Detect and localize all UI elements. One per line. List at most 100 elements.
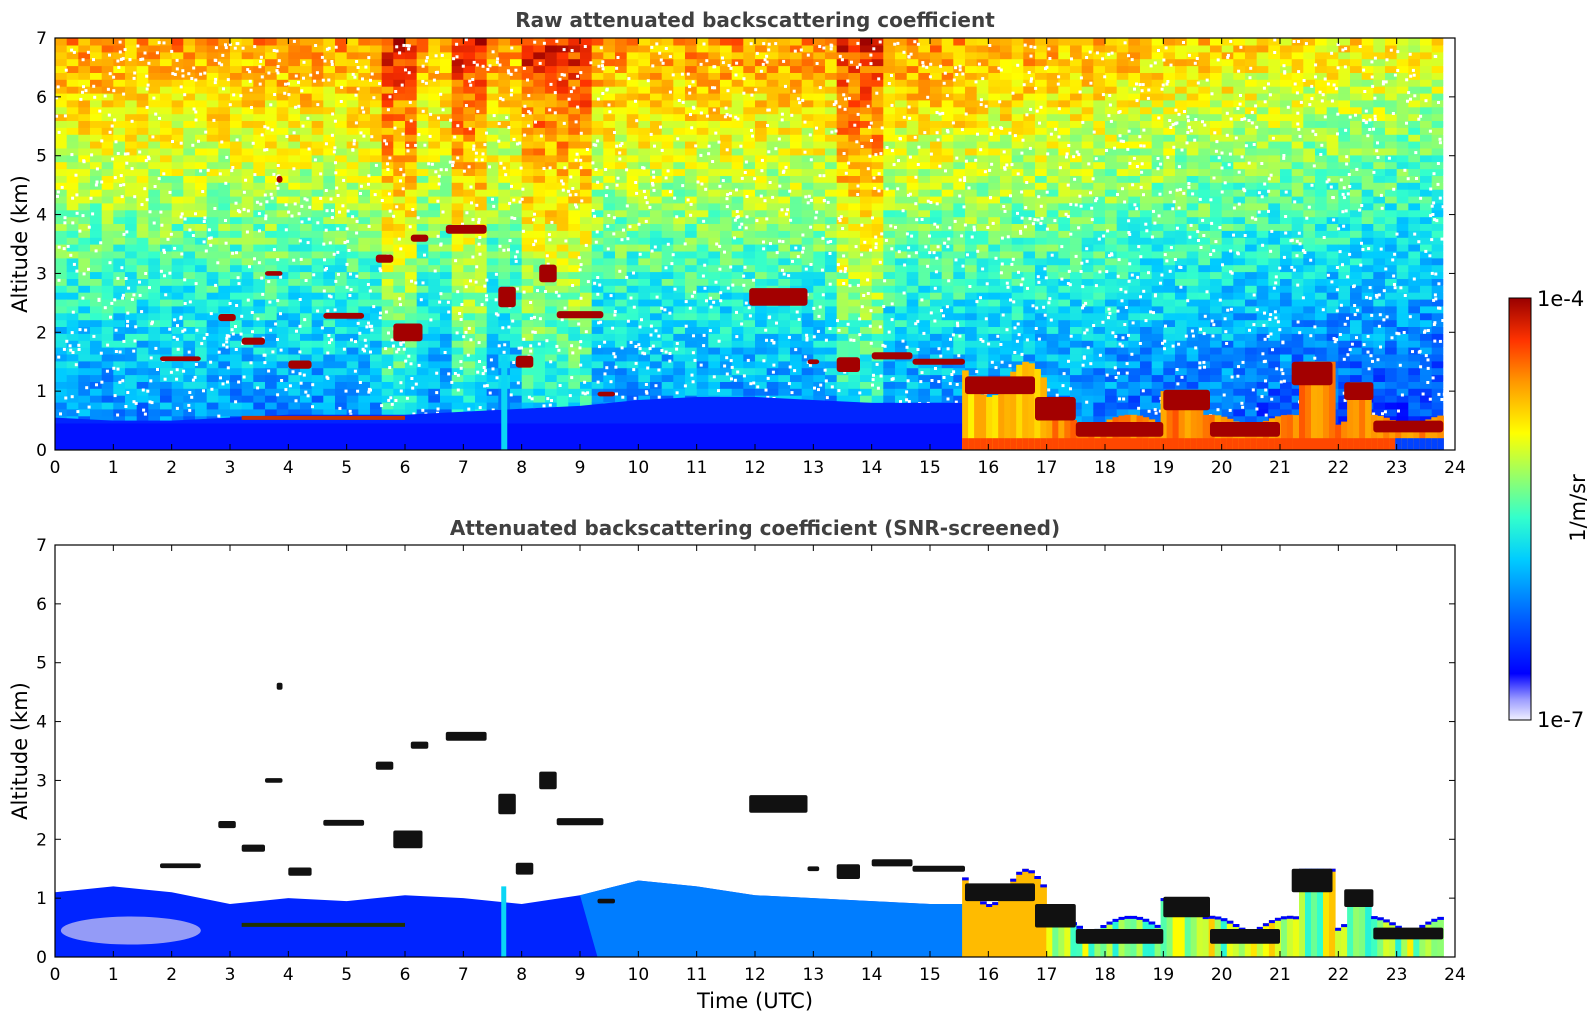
- heatmap-cell: [533, 44, 546, 53]
- heatmap-cell: [358, 154, 371, 163]
- heatmap-cell: [836, 374, 849, 382]
- heatmap-cell: [206, 106, 219, 115]
- heatmap-cell: [381, 367, 394, 376]
- heatmap-cell: [1000, 333, 1013, 341]
- heatmap-cell: [626, 58, 639, 67]
- heatmap-cell: [615, 340, 628, 348]
- heatmap-cell: [778, 367, 791, 376]
- heatmap-cell: [731, 278, 744, 286]
- heatmap-cell: [288, 106, 301, 115]
- heatmap-cell: [871, 113, 884, 121]
- heatmap-cell: [405, 340, 418, 348]
- heatmap-cell: [416, 401, 429, 410]
- heatmap-cell: [661, 216, 674, 224]
- heatmap-cell: [160, 223, 173, 231]
- heatmap-cell: [591, 340, 604, 348]
- heatmap-cell: [66, 340, 79, 348]
- heatmap-cell: [206, 127, 219, 135]
- heatmap-cell: [160, 127, 173, 135]
- heatmap-cell: [591, 79, 604, 87]
- heatmap-cell: [895, 38, 908, 46]
- heatmap-cell: [183, 44, 196, 53]
- heatmap-cell: [521, 216, 534, 224]
- heatmap-cell: [591, 38, 604, 46]
- heatmap-cell: [486, 216, 499, 224]
- heatmap-cell: [615, 182, 628, 190]
- heatmap-cell: [323, 216, 336, 224]
- heatmap-cell: [801, 285, 814, 293]
- heatmap-cell: [906, 298, 919, 307]
- heatmap-cell: [638, 134, 651, 142]
- heatmap-cell: [113, 367, 126, 376]
- heatmap-cell: [953, 271, 966, 279]
- heatmap-cell: [381, 223, 394, 231]
- heatmap-cell: [720, 367, 733, 376]
- heatmap-cell: [521, 182, 534, 190]
- heatmap-cell: [55, 257, 68, 266]
- heatmap-cell: [171, 154, 184, 163]
- heatmap-cell: [720, 38, 733, 46]
- heatmap-cell: [766, 257, 779, 266]
- heatmap-cell: [860, 381, 873, 389]
- heatmap-cell: [276, 175, 289, 183]
- heatmap-cell: [731, 319, 744, 327]
- heatmap-cell: [311, 257, 324, 266]
- heatmap-cell: [66, 264, 79, 273]
- heatmap-cell: [195, 147, 208, 156]
- heatmap-cell: [930, 216, 943, 224]
- heatmap-cell: [1011, 271, 1024, 279]
- heatmap-cell: [626, 353, 639, 362]
- heatmap-cell: [78, 92, 91, 101]
- heatmap-cell: [78, 305, 91, 314]
- heatmap-cell: [311, 189, 324, 197]
- heatmap-cell: [288, 244, 301, 252]
- heatmap-cell: [731, 353, 744, 362]
- heatmap-cell: [883, 230, 896, 238]
- heatmap-cell: [661, 38, 674, 46]
- heatmap-cell: [650, 319, 663, 327]
- heatmap-cell: [300, 347, 313, 355]
- heatmap-cell: [346, 86, 359, 94]
- heatmap-cell: [521, 257, 534, 266]
- heatmap-cell: [160, 72, 173, 80]
- heatmap-cell: [253, 86, 266, 94]
- heatmap-cell: [591, 360, 604, 369]
- heatmap-cell: [451, 347, 464, 355]
- heatmap-cell: [883, 250, 896, 259]
- heatmap-cell: [66, 326, 79, 334]
- heatmap-cell: [451, 141, 464, 149]
- heatmap-cell: [125, 161, 138, 170]
- heatmap-cell: [101, 237, 114, 245]
- heatmap-cell: [486, 72, 499, 80]
- heatmap-cell: [556, 216, 569, 224]
- heatmap-cell: [113, 92, 126, 101]
- heatmap-cell: [206, 182, 219, 190]
- heatmap-cell: [568, 216, 581, 224]
- heatmap-cell: [580, 257, 593, 266]
- heatmap-cell: [930, 305, 943, 314]
- heatmap-cell: [580, 113, 593, 121]
- heatmap-cell: [685, 333, 698, 341]
- heatmap-cell: [755, 312, 768, 321]
- heatmap-cell: [300, 340, 313, 348]
- heatmap-cell: [568, 99, 581, 108]
- heatmap-cell: [720, 250, 733, 259]
- heatmap-cell: [755, 38, 768, 46]
- heatmap-cell: [416, 395, 429, 403]
- heatmap-cell: [498, 312, 511, 321]
- heatmap-cell: [475, 353, 488, 362]
- heatmap-cell: [626, 106, 639, 115]
- heatmap-cell: [650, 195, 663, 204]
- heatmap-cell: [871, 147, 884, 156]
- heatmap-cell: [521, 340, 534, 348]
- heatmap-cell: [941, 161, 954, 170]
- heatmap-cell: [346, 292, 359, 300]
- heatmap-cell: [708, 388, 721, 396]
- heatmap-cell: [941, 168, 954, 176]
- heatmap-cell: [953, 127, 966, 135]
- heatmap-cell: [871, 182, 884, 190]
- heatmap-cell: [405, 408, 418, 417]
- heatmap-cell: [615, 51, 628, 60]
- heatmap-cell: [591, 113, 604, 121]
- heatmap-cell: [638, 113, 651, 121]
